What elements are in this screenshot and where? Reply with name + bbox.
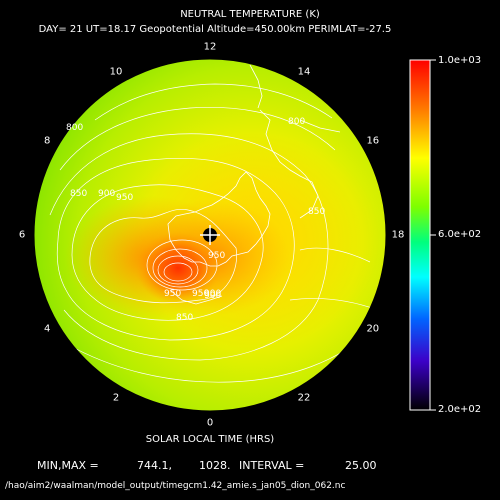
coastline-east (259, 109, 319, 219)
hour-tick-12: 12 (203, 41, 217, 53)
colorbar-tick-mid: 6.0e+02 (438, 229, 482, 240)
chart-subtitle: DAY= 21 UT=18.17 Geopotential Altitude=4… (38, 24, 392, 35)
colorbar (409, 59, 431, 411)
max-value: 1028. (199, 459, 231, 472)
interval-value: 25.00 (345, 459, 377, 472)
polar-disc-outline (33, 58, 387, 412)
hour-tick-20: 20 (366, 323, 380, 335)
contour-label: 800 (288, 117, 305, 127)
hour-tick-6: 6 (18, 229, 26, 241)
minmax-label: MIN,MAX = (37, 459, 99, 472)
contour-label: 900 (98, 189, 115, 199)
contour-label: 950 (116, 193, 133, 203)
contour-label: 800 (66, 123, 83, 133)
subsolar-marker (200, 225, 220, 245)
contour-label: 950 (192, 289, 209, 299)
colorbar-tick-max: 1.0e+03 (438, 55, 482, 66)
contour-label: 850 (70, 189, 87, 199)
hour-tick-4: 4 (43, 323, 51, 335)
colorbar-tick-min: 2.0e+02 (438, 404, 482, 415)
hour-tick-8: 8 (43, 135, 51, 147)
hour-tick-14: 14 (297, 66, 311, 78)
temperature-field (49, 64, 380, 383)
hour-tick-18: 18 (391, 229, 405, 241)
hour-tick-16: 16 (366, 135, 380, 147)
contour-label: 900 (204, 289, 221, 299)
coastline (167, 171, 271, 267)
file-path: /hao/aim2/waalman/model_output/timegcm1.… (5, 481, 346, 491)
hour-tick-0: 0 (206, 417, 214, 429)
contour-label: 900 (204, 291, 221, 301)
contour-label: 850 (308, 207, 325, 217)
chart-title: NEUTRAL TEMPERATURE (K) (180, 9, 320, 20)
hour-tick-22: 22 (297, 392, 311, 404)
hour-tick-10: 10 (109, 66, 123, 78)
colorbar-tick-marks (430, 59, 436, 411)
contours (49, 83, 379, 383)
interval-label: INTERVAL = (239, 459, 305, 472)
contour-label: 950 (164, 289, 181, 299)
min-value: 744.1, (137, 459, 172, 472)
contour-label: 850 (176, 313, 193, 323)
hour-tick-2: 2 (112, 392, 120, 404)
x-axis-label: SOLAR LOCAL TIME (HRS) (145, 434, 275, 445)
coastline-south (169, 289, 223, 305)
contour-label: 950 (208, 251, 225, 261)
